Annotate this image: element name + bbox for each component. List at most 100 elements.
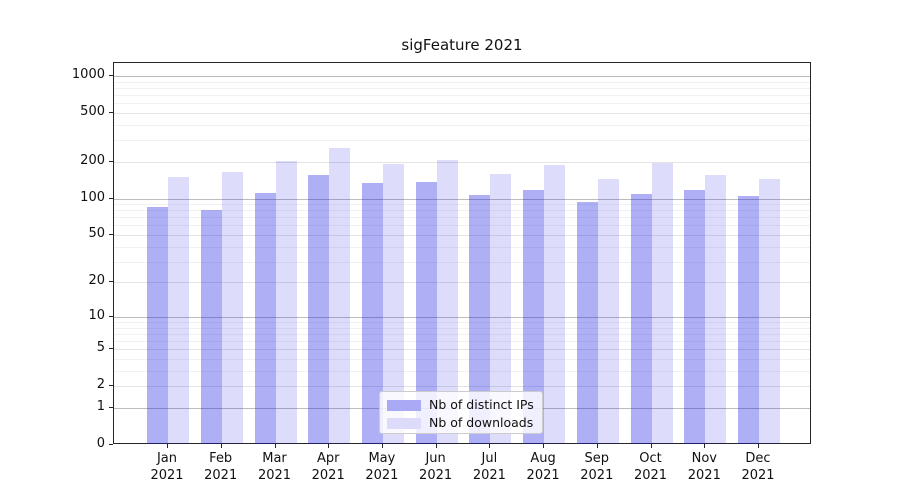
ytick-label-200: 200 xyxy=(80,152,105,168)
gridline-minor-400 xyxy=(114,124,810,126)
gridline-minor-4 xyxy=(114,359,810,360)
xtick-mark-sep xyxy=(596,444,598,448)
bar-downloads-aug xyxy=(544,165,566,444)
bar-ips-jul xyxy=(469,195,491,444)
gridline-minor-900 xyxy=(114,81,810,83)
ytick-mark-10 xyxy=(109,315,113,317)
gridline-20 xyxy=(114,282,810,284)
gridline-minor-700 xyxy=(114,95,810,96)
xtick-mark-jun xyxy=(435,444,437,448)
gridline-minor-70 xyxy=(114,217,810,219)
ytick-label-1000: 1000 xyxy=(71,66,105,82)
legend: Nb of distinct IPs Nb of downloads xyxy=(379,391,543,434)
ytick-mark-500 xyxy=(109,111,113,113)
ytick-label-100: 100 xyxy=(80,189,105,205)
ytick-label-1: 1 xyxy=(96,399,105,414)
ytick-label-500: 500 xyxy=(80,103,105,119)
ytick-label-2: 2 xyxy=(96,377,105,393)
gridline-50 xyxy=(114,235,810,236)
gridline-minor-60 xyxy=(114,225,810,227)
xtick-mark-nov xyxy=(704,444,706,448)
bar-downloads-dec xyxy=(759,178,780,444)
xtick-label-aug: Aug 2021 xyxy=(526,451,560,483)
xtick-label-nov: Nov 2021 xyxy=(687,451,721,483)
gridline-minor-600 xyxy=(114,103,810,105)
xtick-mark-mar xyxy=(274,444,276,448)
ytick-mark-0 xyxy=(109,444,113,445)
ytick-mark-20 xyxy=(109,281,113,283)
bar-downloads-jan xyxy=(168,177,189,444)
bar-ips-feb xyxy=(200,209,222,444)
xtick-label-feb: Feb 2021 xyxy=(204,451,238,483)
bar-ips-mar xyxy=(254,193,276,444)
xtick-mark-jan xyxy=(167,444,168,448)
bar-ips-sep xyxy=(576,202,598,444)
gridline-1000 xyxy=(114,75,810,77)
xtick-mark-dec xyxy=(758,444,759,448)
ytick-label-5: 5 xyxy=(96,340,105,356)
bar-ips-jan xyxy=(147,207,168,444)
gridline-100 xyxy=(114,198,810,200)
gridline-minor-6 xyxy=(114,341,810,343)
chart-title: sigFeature 2021 xyxy=(401,36,523,54)
gridline-minor-7 xyxy=(114,333,810,335)
xtick-label-oct: Oct 2021 xyxy=(633,451,668,483)
ytick-label-20: 20 xyxy=(88,273,105,289)
gridline-500 xyxy=(114,112,810,114)
legend-row-downloads: Nb of downloads xyxy=(387,414,535,432)
gridline-minor-40 xyxy=(114,246,810,248)
bar-downloads-nov xyxy=(705,175,727,444)
ytick-mark-2 xyxy=(109,385,113,387)
gridline-5 xyxy=(114,349,810,351)
bar-ips-may xyxy=(361,182,383,444)
ytick-mark-50 xyxy=(109,234,113,235)
xtick-label-sep: Sep 2021 xyxy=(580,451,614,483)
bar-downloads-apr xyxy=(329,148,351,444)
legend-row-distinct-ips: Nb of distinct IPs xyxy=(387,396,535,414)
xtick-mark-jul xyxy=(489,444,491,448)
xtick-label-dec: Dec 2021 xyxy=(741,451,775,483)
xtick-label-may: May 2021 xyxy=(365,451,399,483)
gridline-minor-9 xyxy=(114,322,810,323)
bar-ips-jun xyxy=(415,182,437,444)
legend-label-distinct-ips: Nb of distinct IPs xyxy=(429,397,534,412)
plot-area xyxy=(113,62,811,444)
gridline-minor-3 xyxy=(114,370,810,372)
gridline-minor-8 xyxy=(114,327,810,329)
xtick-label-jan: Jan 2021 xyxy=(150,451,184,483)
xtick-label-apr: Apr 2021 xyxy=(311,451,345,483)
ytick-mark-200 xyxy=(109,160,113,162)
bar-downloads-jun xyxy=(436,159,458,444)
bar-ips-dec xyxy=(738,195,759,444)
gridline-200 xyxy=(114,161,810,163)
xtick-mark-feb xyxy=(220,444,222,448)
xtick-label-jul: Jul 2021 xyxy=(472,451,506,483)
bar-ips-aug xyxy=(523,189,545,444)
xtick-mark-aug xyxy=(543,444,545,448)
gridline-minor-90 xyxy=(114,204,810,205)
xtick-label-mar: Mar 2021 xyxy=(257,451,292,483)
gridline-minor-30 xyxy=(114,261,810,263)
xtick-label-jun: Jun 2021 xyxy=(419,451,453,483)
ytick-mark-100 xyxy=(109,197,113,199)
bar-downloads-mar xyxy=(275,160,297,444)
ytick-label-0: 0 xyxy=(96,436,105,451)
gridline-2 xyxy=(114,386,810,388)
legend-label-downloads: Nb of downloads xyxy=(429,415,534,430)
legend-swatch-downloads xyxy=(387,417,421,429)
xtick-mark-may xyxy=(381,444,383,448)
ytick-mark-1000 xyxy=(109,74,113,76)
gridline-10 xyxy=(114,316,810,318)
xtick-mark-apr xyxy=(328,444,330,448)
gridline-minor-300 xyxy=(114,140,810,142)
bar-ips-oct xyxy=(630,194,652,444)
bar-downloads-oct xyxy=(651,163,673,444)
bar-downloads-may xyxy=(382,163,404,444)
bar-downloads-feb xyxy=(221,172,243,444)
bar-downloads-sep xyxy=(597,179,619,444)
bar-ips-nov xyxy=(684,190,706,444)
gridline-minor-80 xyxy=(114,210,810,212)
ytick-label-10: 10 xyxy=(88,307,105,323)
ytick-mark-1 xyxy=(109,407,113,408)
